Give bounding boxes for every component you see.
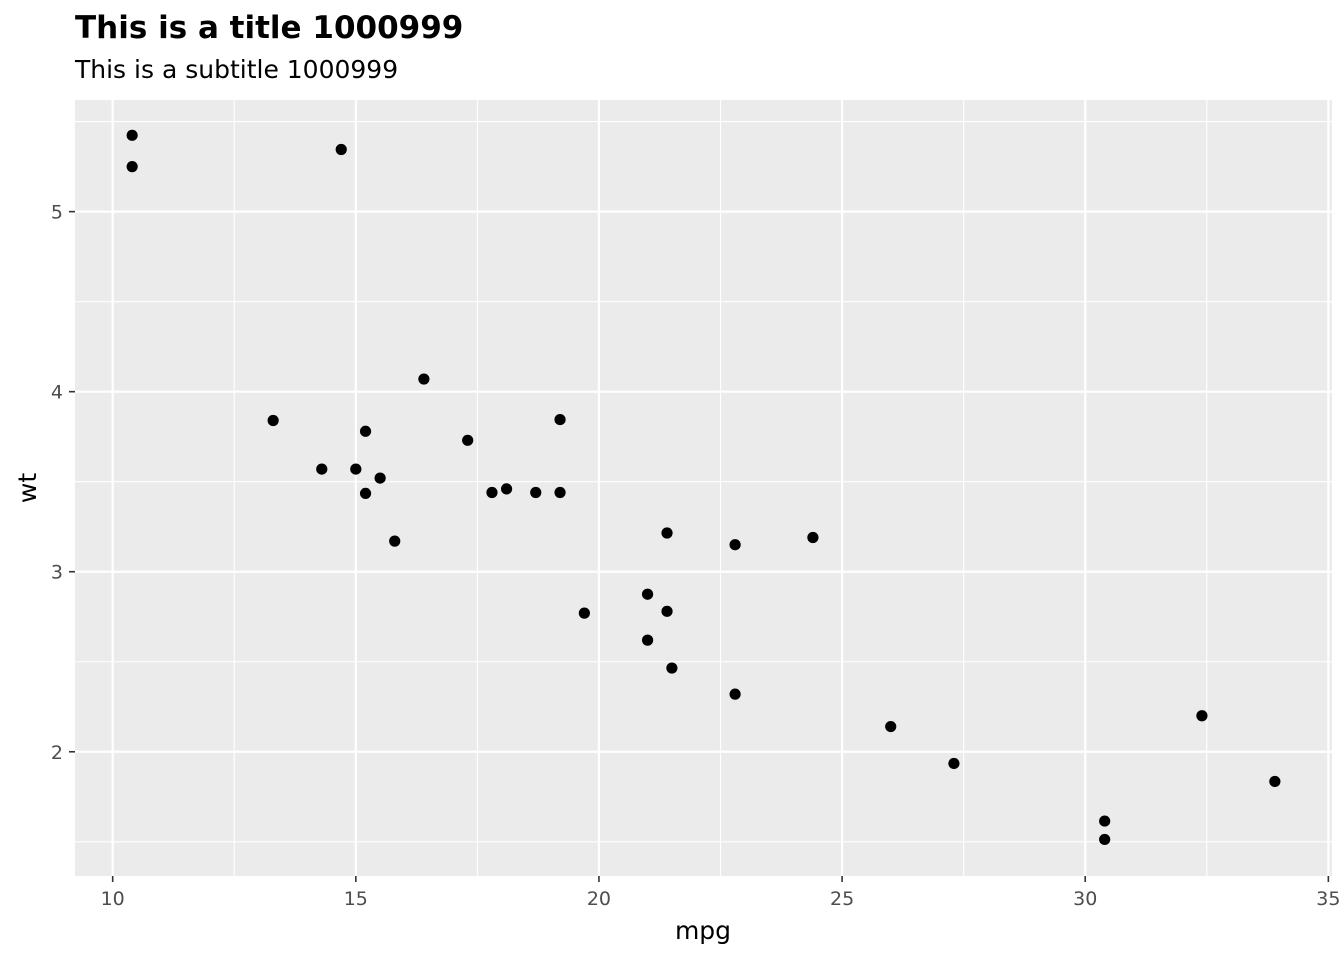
data-point: [1099, 833, 1111, 846]
data-point: [486, 486, 498, 499]
data-point: [1196, 710, 1208, 722]
x-tick-label: 25: [830, 888, 854, 910]
x-axis: 10 15 20 25 30 35: [101, 876, 1340, 910]
data-point: [267, 414, 279, 427]
chart-subtitle: This is a subtitle 1000999: [74, 55, 398, 84]
chart-title: This is a title 1000999: [75, 10, 463, 46]
data-point: [335, 143, 347, 156]
data-point: [807, 531, 819, 544]
x-axis-title: mpg: [675, 916, 731, 945]
data-point: [359, 425, 372, 437]
data-point: [359, 487, 372, 500]
data-point: [578, 607, 590, 619]
data-point: [729, 539, 741, 551]
data-point: [661, 527, 673, 539]
x-tick-label: 15: [344, 888, 368, 910]
data-point: [389, 535, 401, 547]
data-point: [661, 605, 673, 617]
data-point: [500, 483, 513, 495]
data-point: [316, 463, 328, 475]
data-point: [666, 662, 678, 674]
data-point: [1269, 775, 1281, 788]
minor-gridlines: [75, 100, 1332, 876]
x-tick-label: 30: [1073, 888, 1097, 910]
x-tick-label: 10: [101, 888, 125, 910]
y-tick-label: 2: [51, 742, 63, 764]
y-tick-label: 4: [51, 382, 63, 404]
data-points: [126, 129, 1281, 846]
data-point: [641, 588, 654, 600]
data-point: [1099, 815, 1111, 827]
data-point: [462, 434, 474, 446]
data-point: [554, 413, 566, 426]
data-point: [530, 486, 542, 499]
data-point: [126, 161, 138, 173]
major-gridlines: [75, 100, 1332, 876]
data-point: [374, 472, 386, 484]
data-point: [126, 129, 138, 141]
y-axis-title: wt: [13, 473, 42, 503]
data-point: [554, 486, 566, 499]
data-point: [948, 757, 960, 770]
data-point: [885, 720, 897, 733]
y-axis: 2 3 4 5: [51, 202, 75, 764]
data-point: [641, 634, 654, 646]
plot-panel: [75, 100, 1332, 876]
data-point: [350, 463, 362, 475]
x-tick-label: 35: [1316, 888, 1340, 910]
data-point: [729, 688, 741, 700]
x-tick-label: 20: [587, 888, 611, 910]
y-tick-label: 5: [51, 202, 63, 224]
y-tick-label: 3: [51, 562, 63, 584]
data-point: [418, 373, 430, 385]
